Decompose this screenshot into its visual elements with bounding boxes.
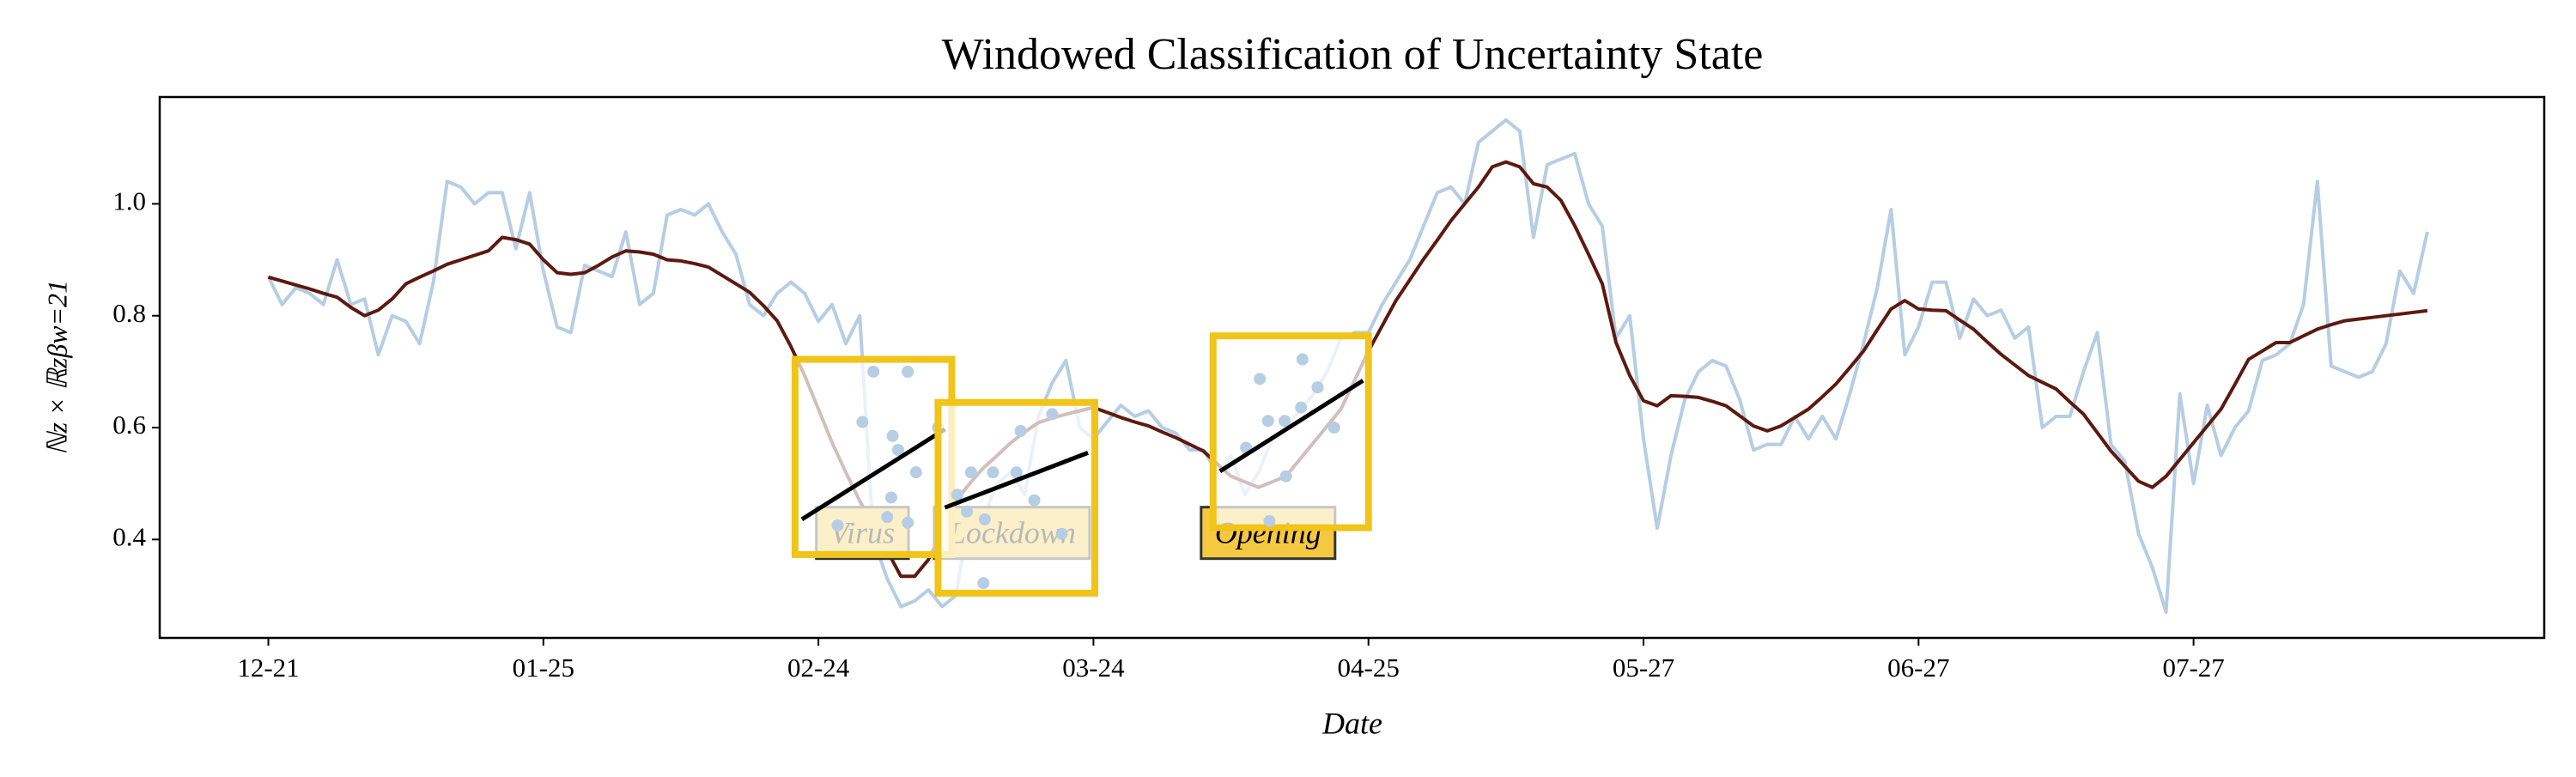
x-tick-label: 04-25 xyxy=(1338,653,1400,683)
window-point xyxy=(951,489,963,501)
window-point xyxy=(867,365,880,378)
window-point xyxy=(1296,353,1309,366)
chart-title: Windowed Classification of Uncertainty S… xyxy=(942,30,1764,79)
window-point xyxy=(1010,466,1023,479)
x-tick-label: 01-25 xyxy=(513,653,574,683)
window-point xyxy=(1279,415,1291,428)
window-point xyxy=(1046,408,1059,421)
x-tick-label: 07-27 xyxy=(2162,653,2224,683)
window-point xyxy=(831,519,844,532)
window-point xyxy=(1028,494,1041,507)
window-point xyxy=(886,429,899,442)
window-box xyxy=(791,355,956,558)
window-point xyxy=(964,466,977,479)
x-tick-label: 02-24 xyxy=(787,653,850,683)
plot-area: VirusLockdownOpening xyxy=(266,118,2429,614)
window-box xyxy=(1209,332,1372,531)
window-fit xyxy=(1218,379,1364,473)
window-point xyxy=(1254,373,1267,385)
x-axis-label: Date xyxy=(1321,706,1382,740)
y-tick-label: 1.0 xyxy=(112,186,146,216)
x-tick-label: 05-27 xyxy=(1613,653,1674,683)
window-point xyxy=(987,466,999,479)
window-point xyxy=(909,466,922,479)
window-point xyxy=(1327,422,1340,434)
window-point xyxy=(961,505,974,518)
window-point xyxy=(1279,470,1292,483)
x-tick-label: 06-27 xyxy=(1887,653,1949,683)
window-point xyxy=(1261,415,1274,428)
y-axis-label: ℕz × ℝzβw=21 xyxy=(41,280,72,455)
window-fit xyxy=(944,451,1089,510)
window-point xyxy=(1263,514,1276,527)
window-point xyxy=(881,511,894,524)
window-point xyxy=(892,444,905,457)
y-tick-label: 0.4 xyxy=(112,521,146,551)
x-tick-label: 12-21 xyxy=(237,653,299,683)
x-tick-label: 03-24 xyxy=(1062,653,1125,683)
window-point xyxy=(902,365,914,378)
plot-frame xyxy=(158,95,2546,640)
window-point xyxy=(1311,381,1324,394)
window-point xyxy=(978,513,991,525)
window-point xyxy=(1055,527,1068,540)
window-point xyxy=(1295,401,1308,414)
window-point xyxy=(1014,424,1027,437)
y-tick-label: 0.8 xyxy=(112,298,146,328)
y-tick-label: 0.6 xyxy=(112,410,146,440)
window-fit xyxy=(800,427,946,521)
window-point xyxy=(977,577,990,590)
window-point xyxy=(856,416,869,428)
window-point xyxy=(902,516,914,529)
window-point xyxy=(884,491,897,504)
